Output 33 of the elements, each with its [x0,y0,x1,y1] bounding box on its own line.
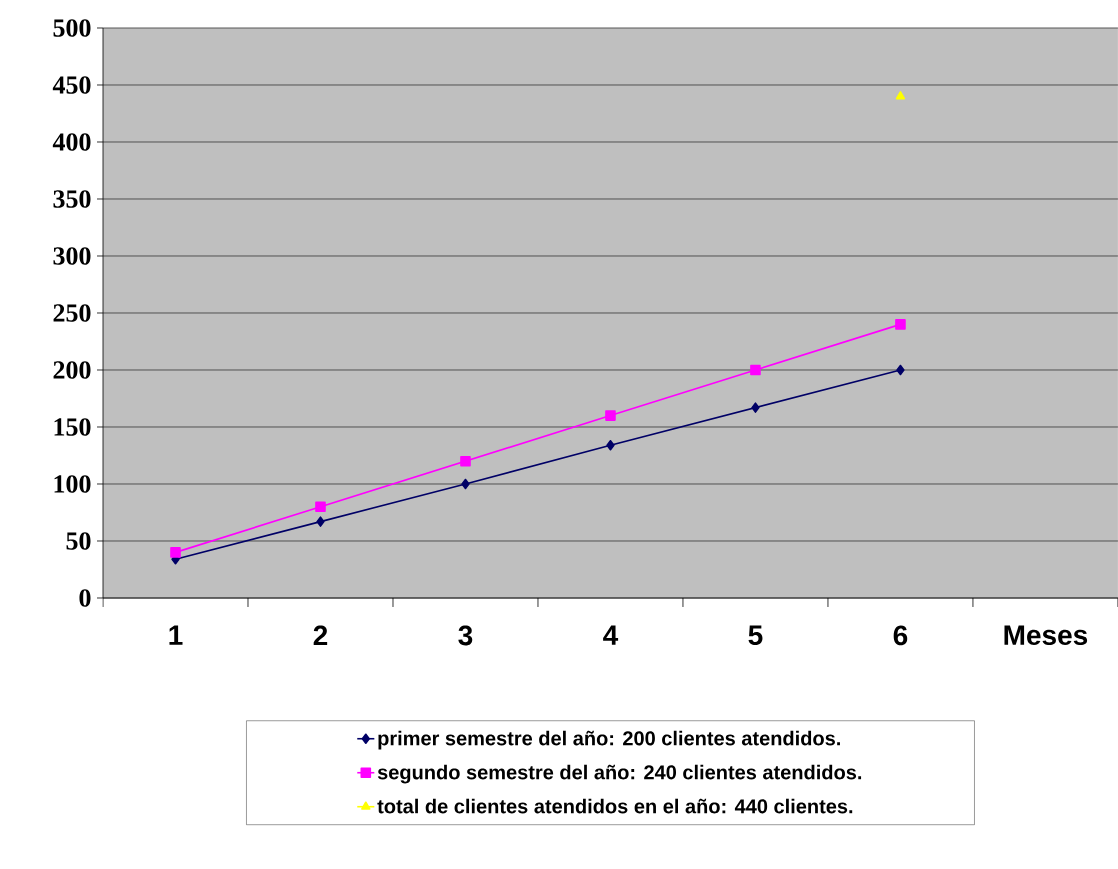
point [750,364,761,376]
x-tick-label: 1 [169,625,183,645]
point [896,364,905,376]
y-tick-label: 300 [53,247,91,265]
legend-label: total de clientes atendidos en el año: 440 clientes. [377,798,853,814]
y-tick-label: 350 [53,190,91,208]
y-tick-label: 200 [53,361,91,379]
y-tick-label: 50 [66,532,91,550]
legend-label: primer semestre del año: 200 clientes atendidos. [378,730,840,750]
point [751,402,760,413]
y-tick-label: 500 [53,19,91,37]
x-tick-label: 3 [458,625,473,646]
x-tick-label: 4 [603,625,619,645]
y-tick-label: 150 [54,418,91,436]
point [316,516,325,527]
y-tick-label: 0 [79,589,91,607]
x-tick-label: 2 [313,625,328,646]
point [895,91,906,100]
point [170,547,181,558]
y-tick-label: 400 [52,133,91,151]
point [461,478,470,490]
point [606,439,615,451]
x-tick-label: Meses [1004,625,1088,646]
y-tick-label: 250 [53,304,91,322]
y-tick-label: 100 [54,475,91,493]
x-tick-label: 5 [748,625,763,646]
point [895,319,906,330]
legend-label: segundo semestre del año: 240 clientes atendidos. [377,764,862,784]
point [460,455,471,467]
y-tick-label: 450 [52,76,91,94]
x-tick-label: 6 [893,625,908,646]
point [605,410,616,421]
point [315,501,326,513]
